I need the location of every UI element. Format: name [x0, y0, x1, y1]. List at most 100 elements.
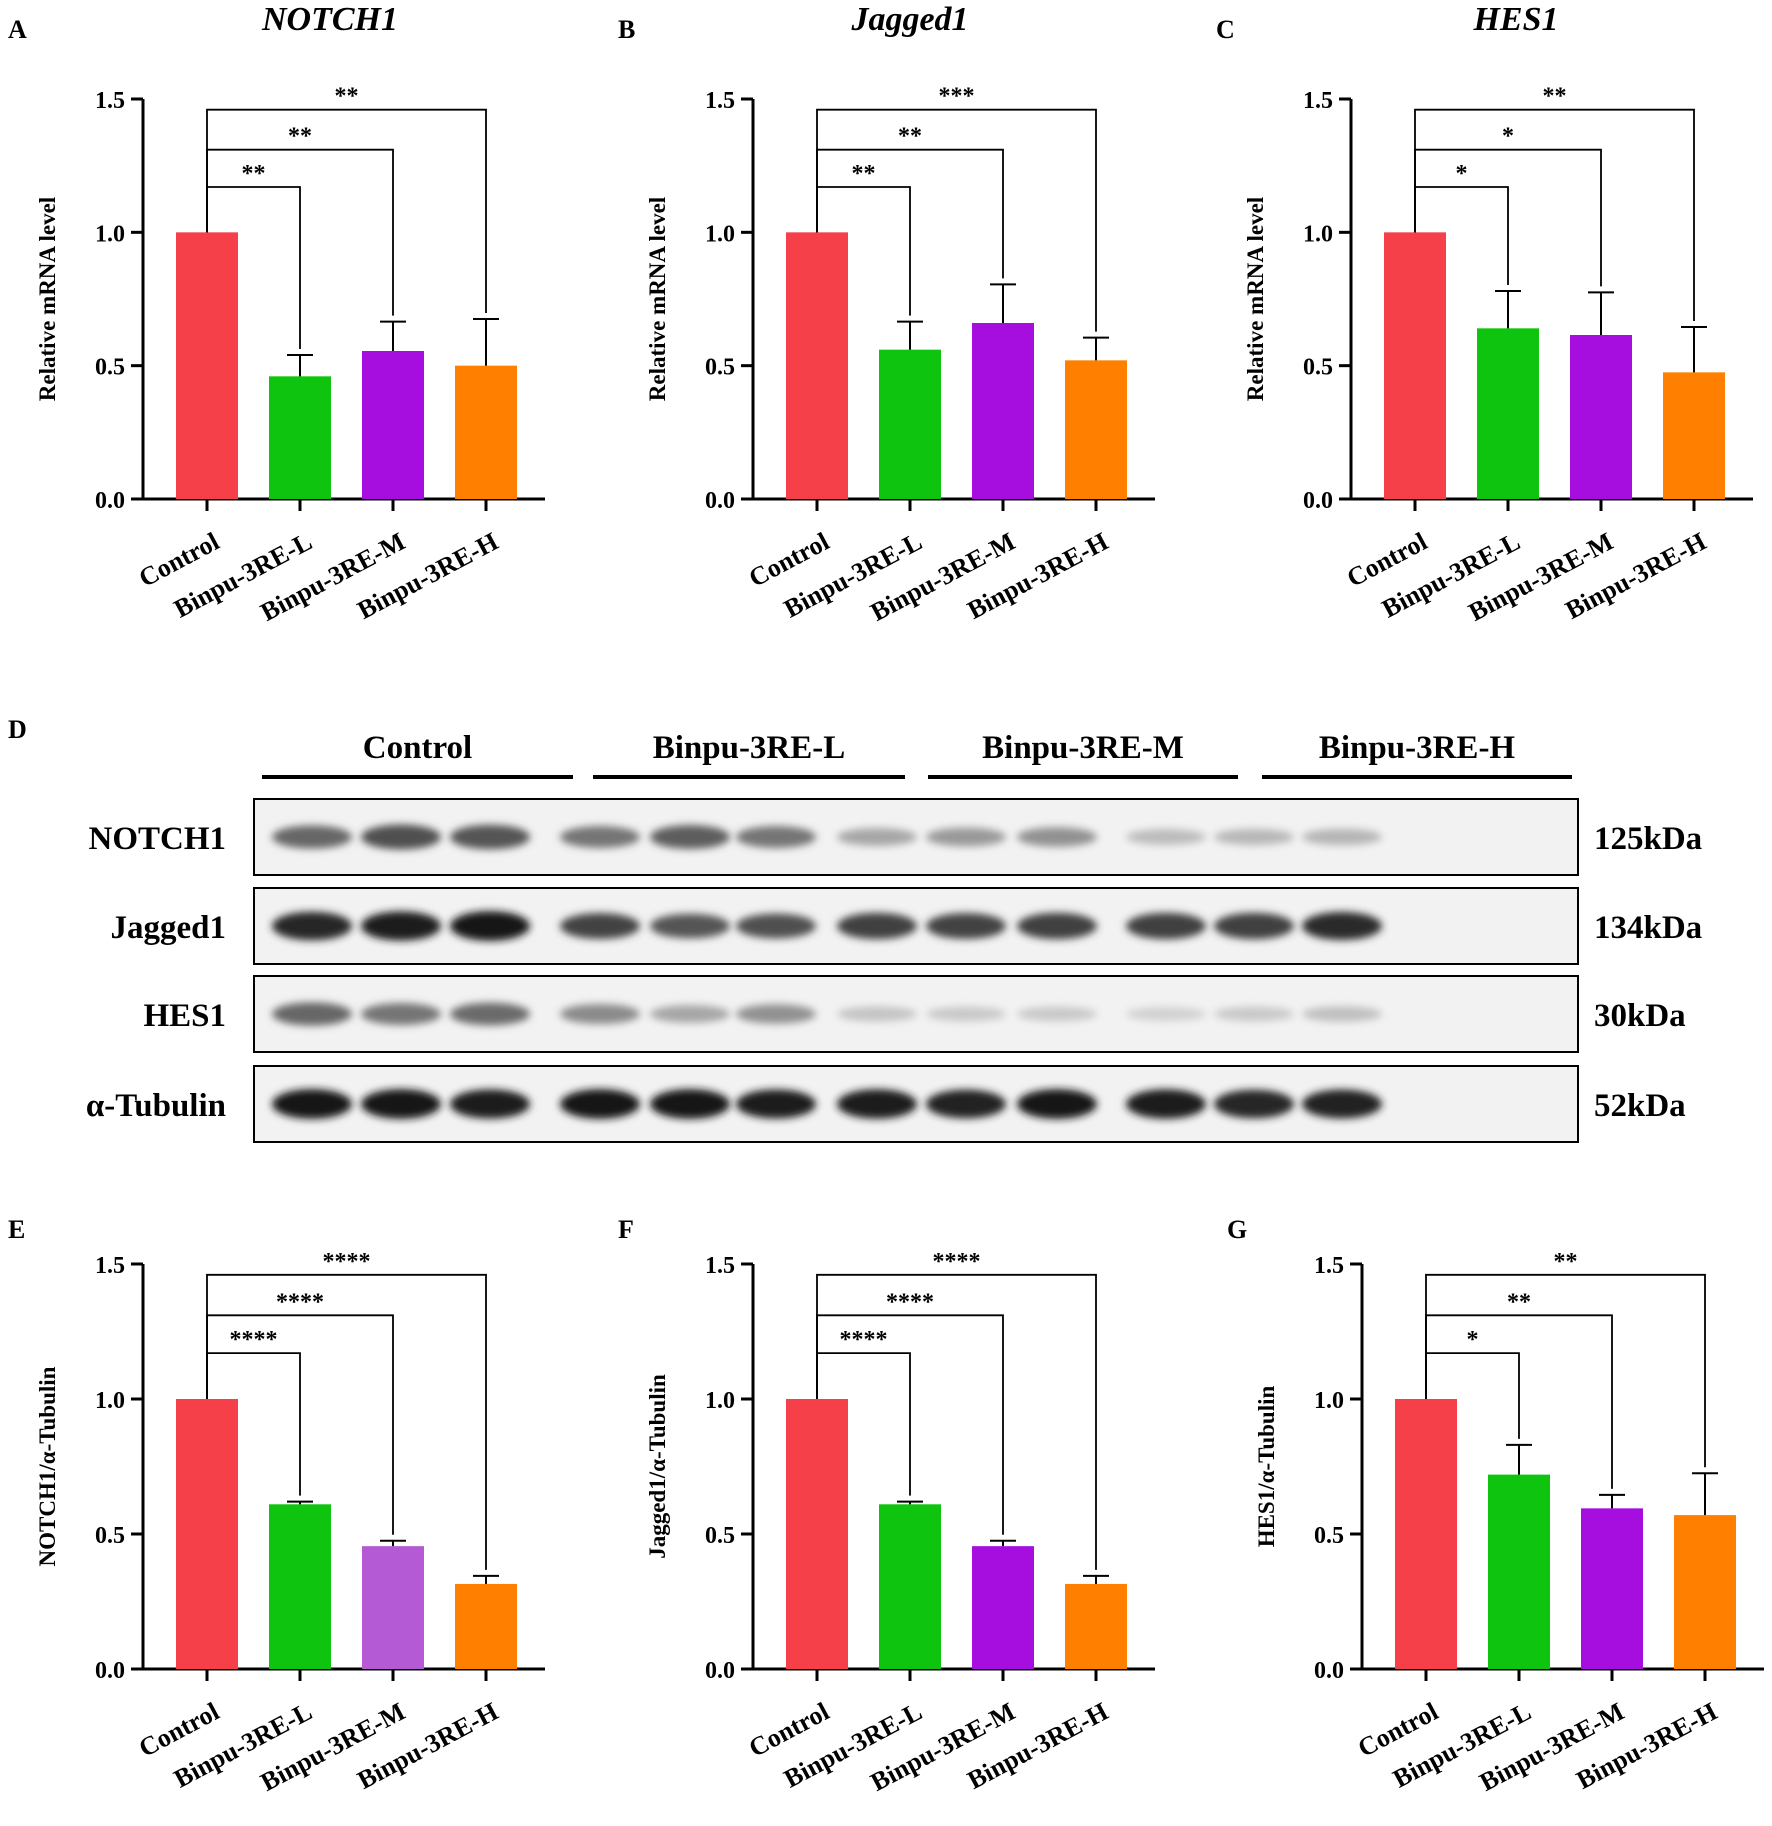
bar-binpu-3re-m — [1570, 335, 1632, 499]
blot-kda-label: 134kDa — [1594, 910, 1702, 946]
bar-control — [1395, 1399, 1457, 1669]
blot-band — [560, 1003, 640, 1025]
bar-binpu-3re-h — [455, 1583, 517, 1669]
significance-label: **** — [323, 1249, 371, 1275]
blot-band — [1214, 912, 1294, 940]
significance-label: ** — [1507, 1289, 1531, 1315]
y-axis-label: Jagged1/α-Tubulin — [645, 1374, 670, 1559]
y-axis-label: Relative mRNA level — [1243, 197, 1268, 401]
y-tick-label: 0.5 — [1314, 1523, 1344, 1549]
significance-label: **** — [886, 1289, 934, 1315]
blot-band — [1126, 912, 1206, 940]
blot-band — [1214, 1006, 1294, 1022]
blot-band — [650, 1089, 730, 1119]
blot-band — [926, 827, 1006, 847]
chart-title: Jagged1 — [850, 1, 968, 38]
blot-band — [361, 1089, 441, 1119]
y-tick-label: 1.5 — [1314, 1253, 1344, 1279]
blot-kda-label: 52kDa — [1594, 1088, 1686, 1124]
blot-row-0: NOTCH1 125kDa — [88, 798, 1702, 876]
blot-band — [650, 825, 730, 849]
blot-row-3: α-Tubulin 52kDa — [86, 1065, 1686, 1143]
significance-label: **** — [933, 1249, 981, 1275]
y-tick-label: 0.5 — [95, 355, 125, 381]
bar-binpu-3re-l — [1477, 328, 1539, 499]
y-tick-label: 1.0 — [1314, 1388, 1344, 1414]
bar-control — [176, 1399, 238, 1669]
significance-label: ** — [335, 84, 359, 110]
chart-title: NOTCH1 — [261, 1, 398, 38]
blot-band — [837, 828, 917, 846]
bar-binpu-3re-m — [362, 1546, 424, 1669]
blot-band — [1302, 1089, 1382, 1119]
blot-kda-label: 30kDa — [1594, 998, 1686, 1034]
significance-bracket — [816, 1273, 1097, 1570]
bar-binpu-3re-m — [972, 323, 1034, 499]
blot-band — [1302, 911, 1382, 941]
blot-protein-label: NOTCH1 — [88, 821, 226, 857]
significance-label: **** — [840, 1327, 888, 1353]
y-axis-label: NOTCH1/α-Tubulin — [35, 1366, 60, 1566]
panel-letter: F — [618, 1215, 634, 1244]
bar-binpu-3re-l — [269, 1504, 331, 1669]
blot-group-label: Binpu-3RE-M — [982, 730, 1184, 766]
panel-letter: D — [8, 715, 27, 744]
bar-binpu-3re-l — [879, 349, 941, 499]
significance-bracket — [1425, 1273, 1706, 1468]
blot-band — [1302, 1006, 1382, 1022]
significance-label: * — [1456, 161, 1468, 187]
blot-band — [1017, 1089, 1097, 1119]
blot-band — [560, 1089, 640, 1119]
significance-label: ** — [242, 161, 266, 187]
blot-protein-label: Jagged1 — [111, 910, 227, 946]
significance-label: * — [1467, 1327, 1479, 1353]
y-tick-label: 1.5 — [1303, 88, 1333, 114]
bar-binpu-3re-h — [1674, 1515, 1736, 1669]
blot-band — [650, 1005, 730, 1023]
y-tick-label: 1.5 — [705, 1253, 735, 1279]
y-tick-label: 0.0 — [95, 488, 125, 514]
bar-binpu-3re-m — [972, 1546, 1034, 1669]
blot-band — [1017, 912, 1097, 940]
bar-binpu-3re-l — [269, 376, 331, 499]
blot-kda-label: 125kDa — [1594, 821, 1702, 857]
blot-band — [926, 912, 1006, 940]
blot-band — [837, 1006, 917, 1022]
blot-band — [736, 1089, 816, 1119]
blot-band — [560, 912, 640, 940]
blot-band — [560, 826, 640, 848]
blot-band — [450, 911, 530, 941]
blot-protein-label: α-Tubulin — [86, 1088, 226, 1124]
bar-binpu-3re-h — [1065, 1583, 1127, 1669]
blot-band — [1126, 1006, 1206, 1022]
blot-band — [1302, 828, 1382, 846]
blot-band — [650, 913, 730, 939]
blot-band — [736, 1004, 816, 1024]
blot-band — [272, 1089, 352, 1119]
significance-label: ** — [898, 124, 922, 150]
blot-band — [736, 826, 816, 848]
significance-label: ** — [288, 124, 312, 150]
blot-band — [736, 913, 816, 939]
significance-bracket — [206, 1273, 487, 1570]
blot-band — [361, 824, 441, 850]
western-blot-panel: D Control Binpu-3RE-L Binpu-3RE-M Binpu-3RE-… — [8, 715, 1702, 1143]
y-tick-label: 0.0 — [705, 1658, 735, 1684]
bar-control — [1384, 232, 1446, 500]
blot-band — [361, 911, 441, 941]
panel-letter: B — [618, 15, 635, 44]
y-tick-label: 0.5 — [1303, 355, 1333, 381]
y-tick-label: 0.5 — [95, 1523, 125, 1549]
significance-label: **** — [276, 1289, 324, 1315]
blot-band — [926, 1006, 1006, 1022]
y-tick-label: 1.0 — [705, 221, 735, 247]
bar-control — [176, 232, 238, 500]
blot-group-label: Binpu-3RE-L — [653, 730, 846, 766]
significance-bracket — [816, 108, 1097, 332]
y-axis-label: Relative mRNA level — [645, 197, 670, 401]
blot-band — [450, 1089, 530, 1119]
blot-band — [1017, 827, 1097, 847]
